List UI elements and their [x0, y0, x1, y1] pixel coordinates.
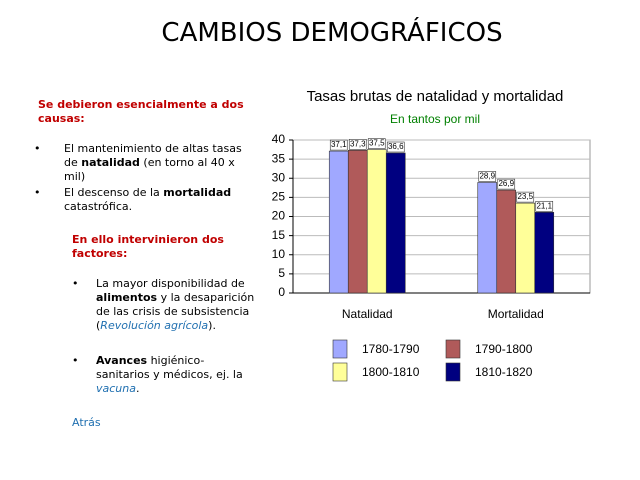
bullet-dot: • — [34, 186, 41, 199]
text-run: mortalidad — [163, 186, 232, 199]
value-label: 37,3 — [350, 139, 366, 148]
bullet-dot: • — [72, 354, 79, 367]
bullet: • La mayor disponibilidad de alimentos y … — [72, 277, 256, 333]
value-label-box — [329, 139, 348, 151]
text-run: Avances — [96, 354, 148, 367]
value-label-box — [386, 141, 405, 153]
text-run: catastrófica. — [64, 200, 133, 213]
bar — [534, 211, 555, 294]
value-label-box — [348, 139, 367, 150]
legend-swatch — [445, 362, 461, 382]
y-tick-label: 5 — [278, 266, 285, 280]
y-tick-label: 35 — [272, 151, 286, 165]
value-label: 21,1 — [536, 201, 552, 210]
factors-heading: En ello intervinieron dos factores: — [72, 233, 252, 261]
legend-label: 1790-1800 — [475, 342, 533, 356]
y-tick-label: 10 — [272, 247, 286, 261]
text-run: natalidad — [81, 156, 140, 169]
text-run: y la desaparición de las crisis de subsi… — [96, 291, 255, 332]
bullet: • El descenso de la mortalidad catastrófi… — [34, 186, 254, 214]
value-label-box — [497, 178, 516, 190]
legend-swatch — [445, 339, 461, 359]
legend-swatch — [332, 362, 348, 382]
y-tick-label: 30 — [272, 170, 286, 184]
bar — [347, 150, 368, 294]
bar — [366, 149, 387, 294]
text-run: El descenso de la — [64, 186, 164, 199]
y-tick-label: 15 — [272, 228, 286, 242]
text-run: La mayor disponibilidad de — [96, 277, 245, 290]
text-run: vacuna — [96, 382, 136, 395]
bullet: • Avances higiénico-sanitarios y médicos,… — [72, 354, 256, 396]
text-run: . — [135, 382, 140, 395]
x-tick-label: Natalidad — [342, 307, 393, 321]
y-tick-label: 0 — [278, 285, 285, 299]
value-label: 28,9 — [479, 172, 495, 181]
bar — [496, 189, 517, 294]
value-label: 23,5 — [517, 192, 533, 201]
heading-text: Se debieron esencialmente a dos causas: — [38, 98, 244, 125]
text-run: higiénico-sanitarios y médicos, ej. la — [96, 354, 243, 381]
value-label: 37,1 — [331, 140, 347, 149]
bullet: • El mantenimiento de altas tasas de nata… — [34, 142, 254, 184]
slide-title: CAMBIOS DEMOGRÁFICOS — [161, 18, 503, 48]
bar — [328, 150, 349, 294]
text-run: alimentos — [96, 291, 158, 304]
legend-label: 1780-1790 — [362, 342, 420, 356]
text-run: El mantenimiento de altas tasas de — [64, 142, 242, 169]
y-tick-label: 40 — [272, 132, 286, 146]
chart-title: Tasas brutas de natalidad y mortalidad — [307, 88, 564, 105]
y-tick-label: 25 — [272, 190, 286, 204]
value-label: 36,6 — [388, 142, 404, 151]
x-tick-label: Mortalidad — [488, 307, 544, 321]
chart-subtitle: En tantos por mil — [390, 112, 480, 126]
bar — [515, 202, 536, 294]
bullet-dot: • — [72, 277, 79, 290]
value-label-box — [478, 171, 497, 182]
value-label-box — [367, 138, 386, 149]
text-run: Revolución agrícola — [100, 319, 209, 332]
y-tick-label: 20 — [272, 209, 286, 223]
causes-heading: Se debieron esencialmente a dos causas: — [38, 98, 258, 126]
value-label: 37,5 — [369, 139, 385, 148]
back-link[interactable]: Atrás — [72, 416, 101, 429]
value-label-box — [516, 191, 535, 203]
value-label-box — [535, 200, 554, 212]
value-label: 26,9 — [498, 179, 514, 188]
bullet-dot: • — [34, 142, 41, 155]
heading-text: En ello intervinieron dos factores: — [72, 233, 224, 260]
legend-label: 1800-1810 — [362, 365, 420, 379]
text-run: ). — [208, 319, 216, 332]
text-run: (en torno al 40 x mil) — [64, 156, 235, 183]
bar — [385, 152, 406, 294]
legend-swatch — [332, 339, 348, 359]
legend-label: 1810-1820 — [475, 365, 533, 379]
bar — [477, 182, 498, 294]
